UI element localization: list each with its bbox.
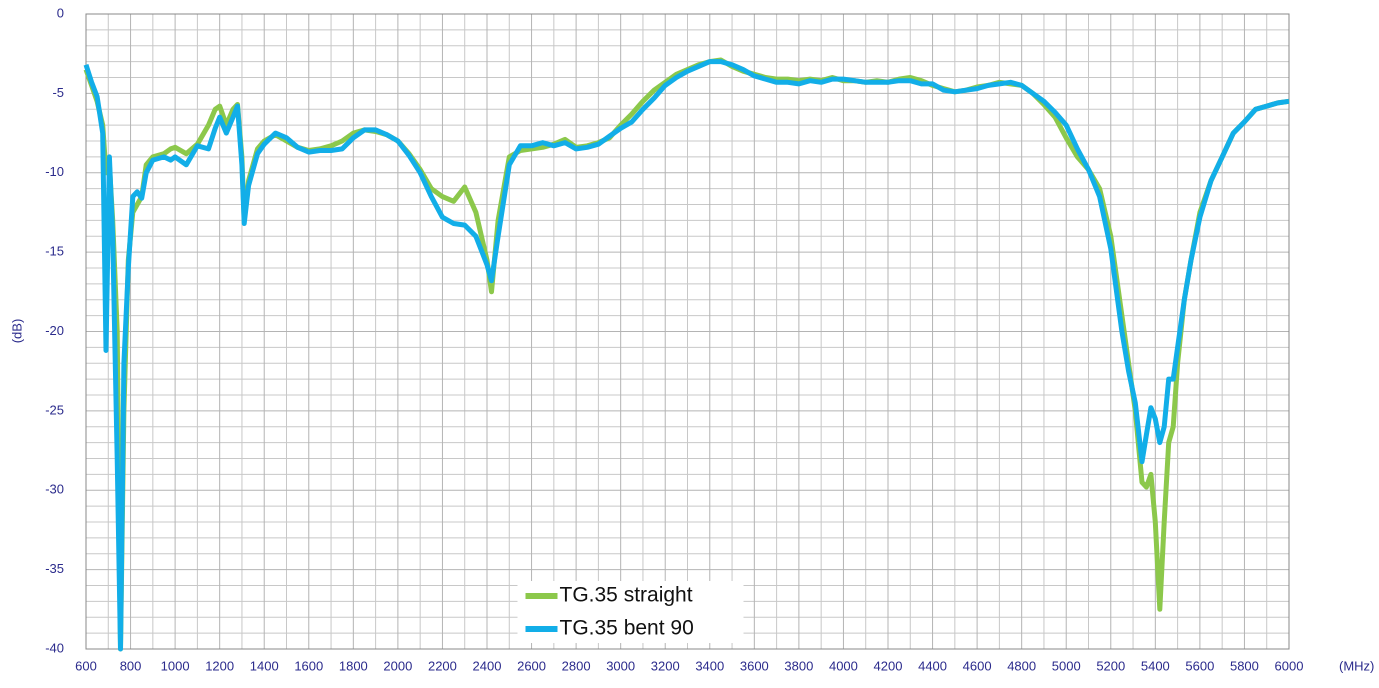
x-tick-label: 1800: [339, 658, 368, 673]
y-tick-label: -5: [52, 85, 64, 100]
x-tick-label: 4800: [1007, 658, 1036, 673]
x-tick-label: 1200: [205, 658, 234, 673]
y-tick-label: 0: [57, 5, 64, 20]
x-tick-label: 3600: [740, 658, 769, 673]
x-tick-label: 800: [120, 658, 142, 673]
x-tick-label: 4000: [829, 658, 858, 673]
y-tick-label: -25: [45, 402, 64, 417]
x-tick-label: 5600: [1185, 658, 1214, 673]
x-tick-label: 2000: [383, 658, 412, 673]
x-tick-label: 3400: [695, 658, 724, 673]
x-tick-label: 6000: [1275, 658, 1304, 673]
y-axis-label: (dB): [9, 319, 24, 344]
legend-box: [517, 581, 744, 643]
x-tick-label: 2800: [562, 658, 591, 673]
y-tick-label: -15: [45, 244, 64, 259]
y-tick-label: -40: [45, 640, 64, 655]
x-tick-label: 5800: [1230, 658, 1259, 673]
x-tick-label: 2600: [517, 658, 546, 673]
x-tick-label: 1000: [161, 658, 190, 673]
legend-label: TG.35 bent 90: [560, 617, 694, 640]
x-tick-label: 1600: [294, 658, 323, 673]
legend: TG.35 straight TG.35 bent 90: [517, 581, 744, 643]
y-tick-label: -20: [45, 323, 64, 338]
plot-border: [85, 13, 1290, 650]
x-tick-label: 3000: [606, 658, 635, 673]
series-line: [83, 59, 1290, 652]
x-tick-label: 2400: [473, 658, 502, 673]
y-tick-label: -35: [45, 561, 64, 576]
y-tick-label: -10: [45, 164, 64, 179]
x-tick-label: 3200: [651, 658, 680, 673]
legend-label: TG.35 straight: [560, 584, 693, 607]
x-tick-label: 4200: [874, 658, 903, 673]
x-tick-label: 4400: [918, 658, 947, 673]
x-tick-label: 1400: [250, 658, 279, 673]
x-axis-label: (MHz): [1339, 658, 1374, 673]
x-tick-label: 3800: [784, 658, 813, 673]
x-tick-label: 5400: [1141, 658, 1170, 673]
x-tick-label: 2200: [428, 658, 457, 673]
x-tick-label: 4600: [963, 658, 992, 673]
x-tick-label: 600: [75, 658, 97, 673]
x-tick-label: 5200: [1096, 658, 1125, 673]
y-tick-label: -30: [45, 482, 64, 497]
x-tick-label: 5000: [1052, 658, 1081, 673]
